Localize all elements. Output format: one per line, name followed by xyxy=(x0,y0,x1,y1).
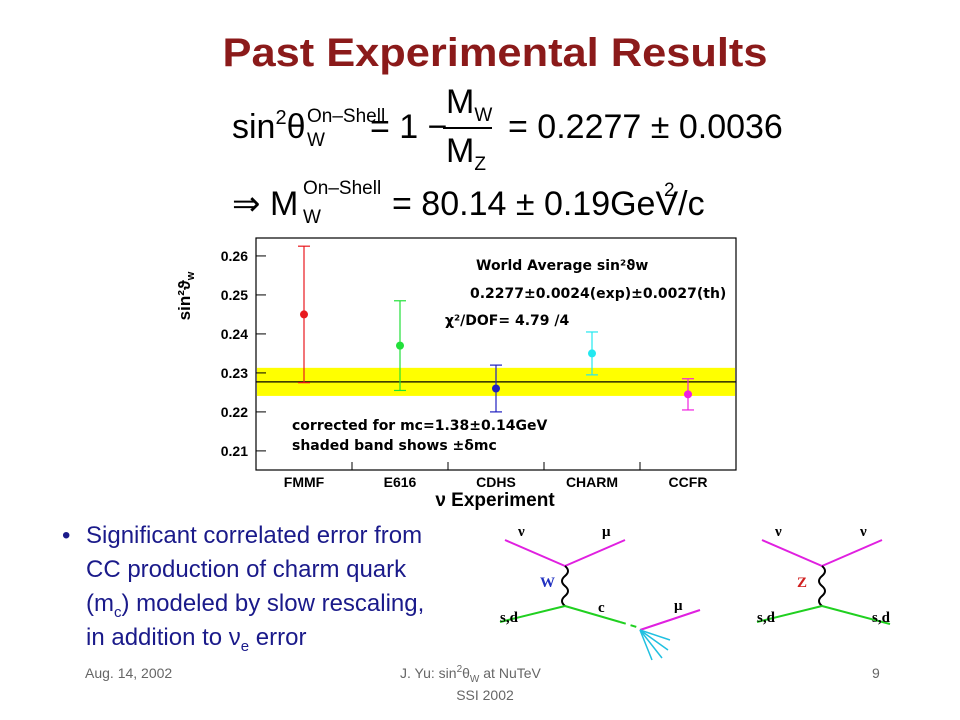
bullet-marker: • xyxy=(62,522,70,549)
particle-label: ν xyxy=(774,524,782,540)
boson-line xyxy=(561,565,569,607)
particle-label: ν xyxy=(859,524,867,540)
data-point xyxy=(396,341,404,350)
text: M xyxy=(446,132,474,170)
formula: MZ xyxy=(446,132,486,175)
jet-line xyxy=(639,629,663,659)
y-tick-label: 0.26 xyxy=(221,248,248,264)
subscript: w xyxy=(185,271,197,281)
plot-frame xyxy=(255,237,737,471)
text: error xyxy=(249,624,306,651)
footer-author: J. Yu: sin2θW at NuTeV xyxy=(400,664,542,685)
lepton-line xyxy=(821,539,883,567)
text: = 1 − xyxy=(370,108,448,146)
quark-line xyxy=(756,605,823,623)
particle-label: Z xyxy=(797,575,807,591)
subscript: W xyxy=(474,105,492,126)
annotation: χ²/DOF= 4.79 /4 xyxy=(445,313,569,329)
superscript: 2 xyxy=(457,664,463,675)
subscript: e xyxy=(241,638,249,655)
bullet-text: in addition to νe error xyxy=(86,624,306,655)
x-tick-label: CCFR xyxy=(669,474,708,490)
particle-label: s,d xyxy=(872,610,891,626)
x-tick-label: E616 xyxy=(384,474,417,490)
jet-line xyxy=(639,629,671,641)
text: ) modeled by slow rescaling, xyxy=(121,590,424,617)
bullet-text: Significant correlated error from xyxy=(86,522,422,549)
data-point xyxy=(300,310,308,319)
jet-line xyxy=(639,629,653,661)
data-point xyxy=(588,349,596,358)
text: = 0.2277 ± 0.0036 xyxy=(508,108,783,146)
chart: 0.21 0.22 0.23 0.24 0.25 0.26 FMMF E616 CDHS CHAR… xyxy=(175,245,736,511)
subscript: Z xyxy=(474,154,486,175)
particle-label: s,d xyxy=(757,610,776,626)
y-tick-label: 0.22 xyxy=(221,404,248,420)
x-tick-label: FMMF xyxy=(284,474,325,490)
quark-line xyxy=(619,621,641,629)
lepton-line xyxy=(639,609,701,631)
text: in addition to xyxy=(86,624,229,651)
particle-label: μ xyxy=(674,598,683,614)
quark-line xyxy=(821,605,891,625)
subscript: W xyxy=(303,207,321,228)
text: θ xyxy=(462,665,470,681)
feynman-diagram: ν μ W s,d c μ xyxy=(499,524,701,661)
subscript: c xyxy=(114,604,122,621)
footer-event: SSI 2002 xyxy=(456,687,514,703)
superscript: 2 xyxy=(664,180,675,201)
bullet-text: (mc) modeled by slow rescaling, xyxy=(86,590,424,621)
data-point xyxy=(684,390,692,399)
data-point xyxy=(492,384,500,393)
subscript: W xyxy=(470,674,480,685)
annotation: corrected for mc=1.38±0.14GeV xyxy=(292,418,548,434)
annotation: 0.2277±0.0024(exp)±0.0027(th) xyxy=(470,286,726,302)
particle-label: μ xyxy=(602,524,611,540)
y-axis-label: sin²ϑw xyxy=(175,271,197,320)
x-tick-label: CDHS xyxy=(476,474,516,490)
quark-line xyxy=(499,605,566,623)
text: M xyxy=(270,185,298,223)
text: at NuTeV xyxy=(479,665,541,681)
lepton-line xyxy=(504,539,566,567)
x-tick-label: CHARM xyxy=(566,474,618,490)
y-tick-label: 0.23 xyxy=(221,365,248,381)
particle-label: c xyxy=(598,600,605,616)
text: sin xyxy=(232,108,275,146)
jet-line xyxy=(639,629,669,651)
y-tick-label: 0.24 xyxy=(221,326,248,342)
lepton-line xyxy=(564,539,626,567)
slide-title: Past Experimental Results xyxy=(223,31,768,75)
formula: sin2θ xyxy=(232,107,306,146)
footer-date: Aug. 14, 2002 xyxy=(85,665,172,681)
y-tick-label: 0.25 xyxy=(221,287,248,303)
superscript: On–Shell xyxy=(303,178,381,199)
text: ν xyxy=(229,624,241,651)
text: ⇒ xyxy=(232,185,261,223)
particle-label: W xyxy=(540,575,555,591)
text: = 80.14 ± 0.19GeV/c xyxy=(392,185,705,223)
bullet-text: CC production of charm quark xyxy=(86,556,407,583)
text: θ xyxy=(287,108,306,146)
particle-label: ν xyxy=(517,524,525,540)
quark-line xyxy=(564,605,621,623)
text: sin²ϑ xyxy=(175,280,194,320)
page-number: 9 xyxy=(872,665,880,681)
text: (m xyxy=(86,590,114,617)
lepton-line xyxy=(761,539,823,567)
text: J. Yu: sin xyxy=(400,665,457,681)
particle-label: s,d xyxy=(500,610,519,626)
formula: MW xyxy=(446,83,492,126)
annotation: shaded band shows ±δmc xyxy=(292,438,497,454)
text: M xyxy=(446,83,474,121)
y-tick-label: 0.21 xyxy=(221,443,248,459)
annotation: World Average sin²ϑw xyxy=(476,258,648,274)
feynman-diagram: ν ν Z s,d s,d xyxy=(756,524,891,626)
boson-line xyxy=(818,565,826,607)
x-axis-label: ν Experiment xyxy=(435,490,555,511)
superscript: 2 xyxy=(275,107,286,129)
superscript: On–Shell xyxy=(307,106,385,127)
subscript: W xyxy=(307,130,325,151)
